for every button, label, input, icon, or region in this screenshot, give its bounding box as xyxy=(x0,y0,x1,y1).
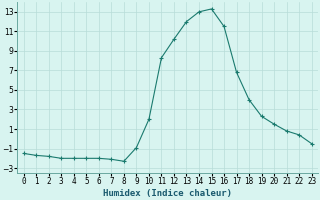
X-axis label: Humidex (Indice chaleur): Humidex (Indice chaleur) xyxy=(103,189,232,198)
